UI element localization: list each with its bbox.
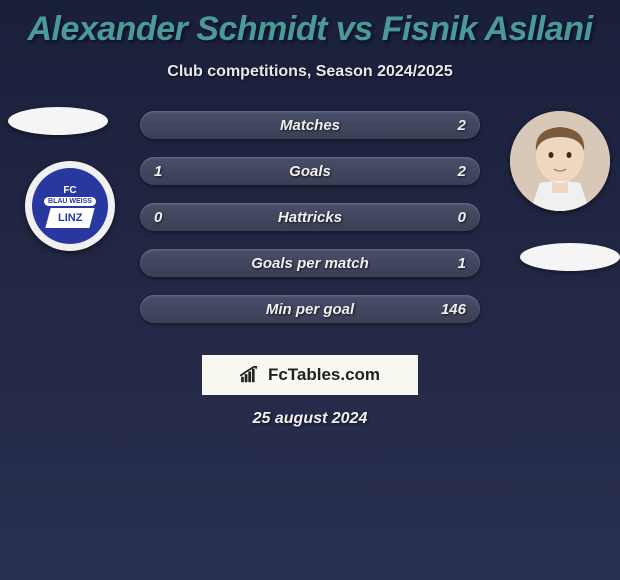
subtitle: Club competitions, Season 2024/2025 xyxy=(0,63,620,81)
stat-label: Goals xyxy=(194,163,426,180)
ellipse-decoration-right xyxy=(520,243,620,271)
stat-row: Goals per match1 xyxy=(140,249,480,277)
stat-row: 0Hattricks0 xyxy=(140,203,480,231)
brand-watermark: FcTables.com xyxy=(202,355,418,395)
stat-row: Matches2 xyxy=(140,111,480,139)
stat-label: Hattricks xyxy=(194,209,426,226)
stat-value-left: 1 xyxy=(154,163,194,180)
page-title: Alexander Schmidt vs Fisnik Asllani xyxy=(0,0,620,49)
stat-value-right: 1 xyxy=(426,255,466,272)
stat-value-right: 0 xyxy=(426,209,466,226)
ellipse-decoration-left xyxy=(8,107,108,135)
avatar-placeholder-icon xyxy=(510,111,610,211)
stat-label: Min per goal xyxy=(194,301,426,318)
bar-chart-icon xyxy=(240,366,262,384)
stat-row: Min per goal146 xyxy=(140,295,480,323)
date-label: 25 august 2024 xyxy=(0,410,620,428)
logo-text-city: LINZ xyxy=(45,208,94,228)
stat-value-left: 0 xyxy=(154,209,194,226)
club-logo-badge: FC BLAU WEISS LINZ xyxy=(32,168,108,244)
stats-area: FC BLAU WEISS LINZ Matches21Goals20Hattr… xyxy=(0,111,620,341)
stat-value-right: 2 xyxy=(426,117,466,134)
club-logo-left: FC BLAU WEISS LINZ xyxy=(25,161,115,251)
stat-value-right: 2 xyxy=(426,163,466,180)
stat-label: Matches xyxy=(194,117,426,134)
stat-value-right: 146 xyxy=(426,301,466,318)
player-avatar-right xyxy=(510,111,610,211)
logo-text-bw: BLAU WEISS xyxy=(44,197,96,206)
logo-text-fc: FC xyxy=(63,185,76,196)
stat-label: Goals per match xyxy=(194,255,426,272)
stat-row: 1Goals2 xyxy=(140,157,480,185)
brand-text: FcTables.com xyxy=(268,365,380,385)
